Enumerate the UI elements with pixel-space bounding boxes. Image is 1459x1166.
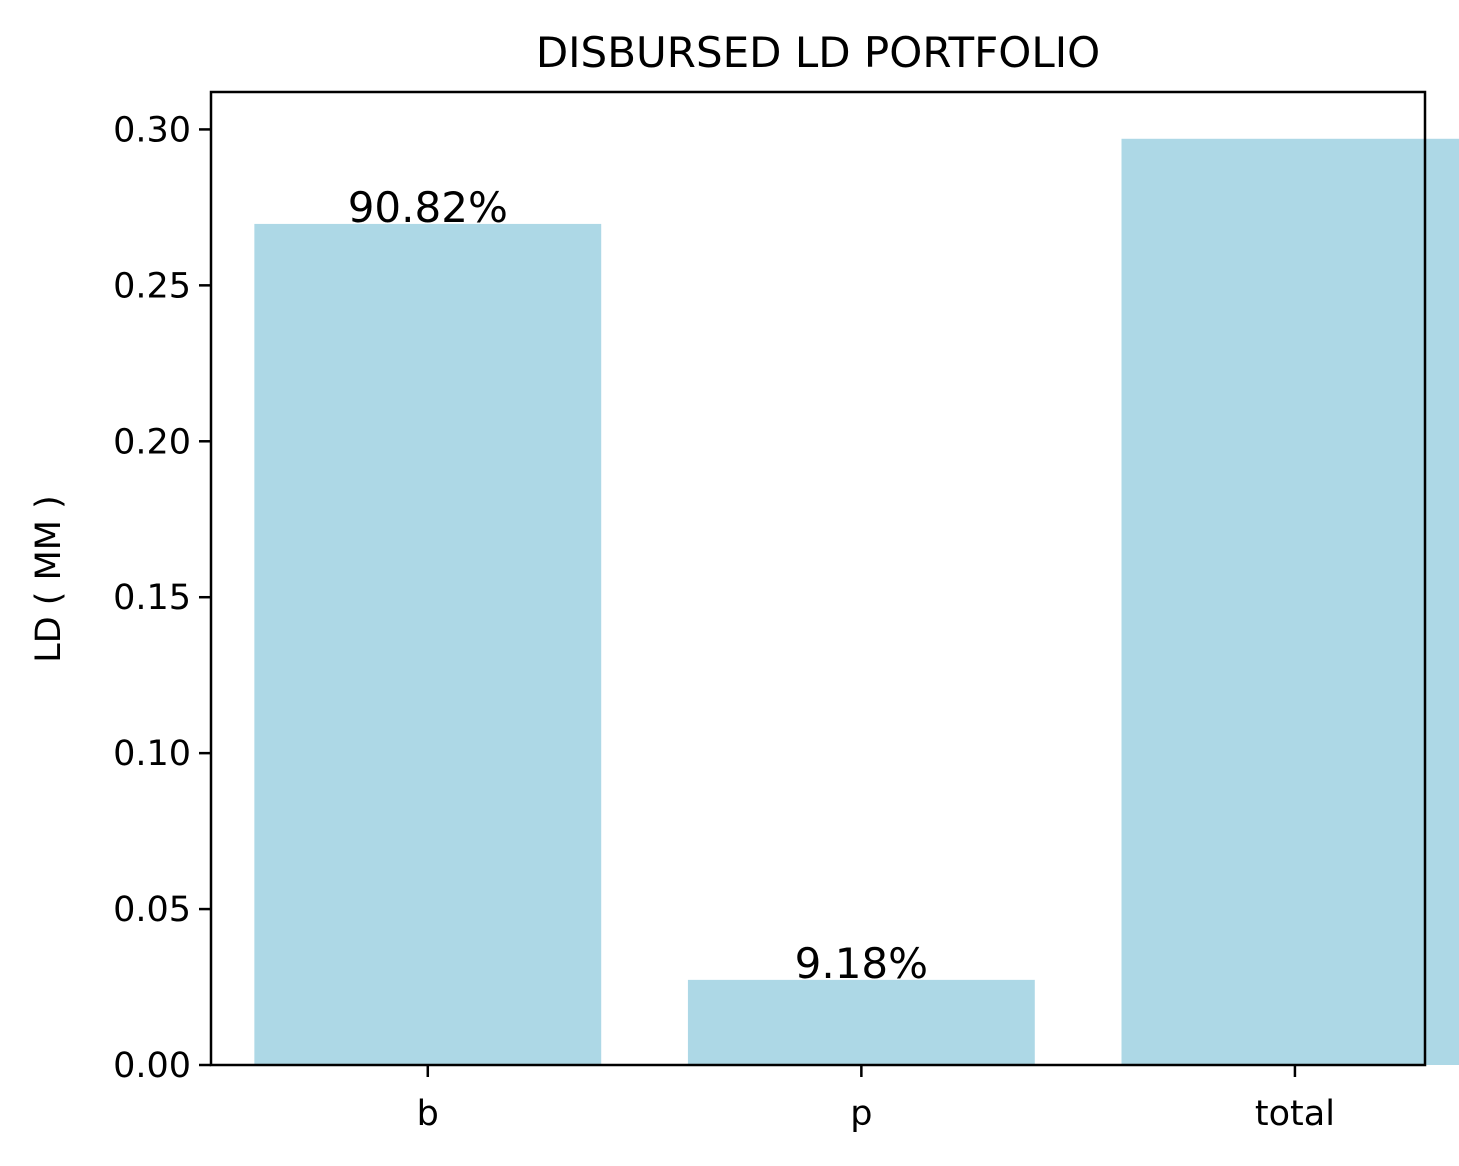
y-tick-label-0.25: 0.25 bbox=[113, 266, 191, 306]
bars-layer bbox=[254, 138, 1459, 1066]
y-axis: 0.00 0.05 0.10 0.15 0.20 0.25 0.30 bbox=[113, 110, 211, 1086]
bar-label-b: 90.82% bbox=[348, 183, 508, 232]
y-tick-label-0.30: 0.30 bbox=[113, 110, 191, 150]
y-tick-label-0.20: 0.20 bbox=[113, 422, 191, 462]
x-tick-label-total: total bbox=[1255, 1094, 1335, 1134]
y-tick-label-0.10: 0.10 bbox=[113, 734, 191, 774]
bar-label-p: 9.18% bbox=[795, 939, 928, 988]
chart-title: DISBURSED LD PORTFOLIO bbox=[536, 28, 1100, 77]
bar-total bbox=[1121, 138, 1459, 1066]
y-tick-label-0.00: 0.00 bbox=[113, 1046, 191, 1086]
plot-frame bbox=[209, 90, 1427, 1067]
bar-labels-layer: 90.82% 9.18% bbox=[348, 183, 928, 988]
bar-p bbox=[687, 979, 1035, 1065]
x-tick-label-p: p bbox=[850, 1094, 872, 1134]
y-axis-label: LD ( MM ) bbox=[29, 495, 69, 663]
x-axis: b p total bbox=[417, 1065, 1335, 1134]
bar-b bbox=[254, 223, 602, 1065]
y-tick-label-0.05: 0.05 bbox=[113, 890, 191, 930]
y-tick-label-0.15: 0.15 bbox=[113, 578, 191, 618]
x-tick-label-b: b bbox=[417, 1094, 439, 1134]
